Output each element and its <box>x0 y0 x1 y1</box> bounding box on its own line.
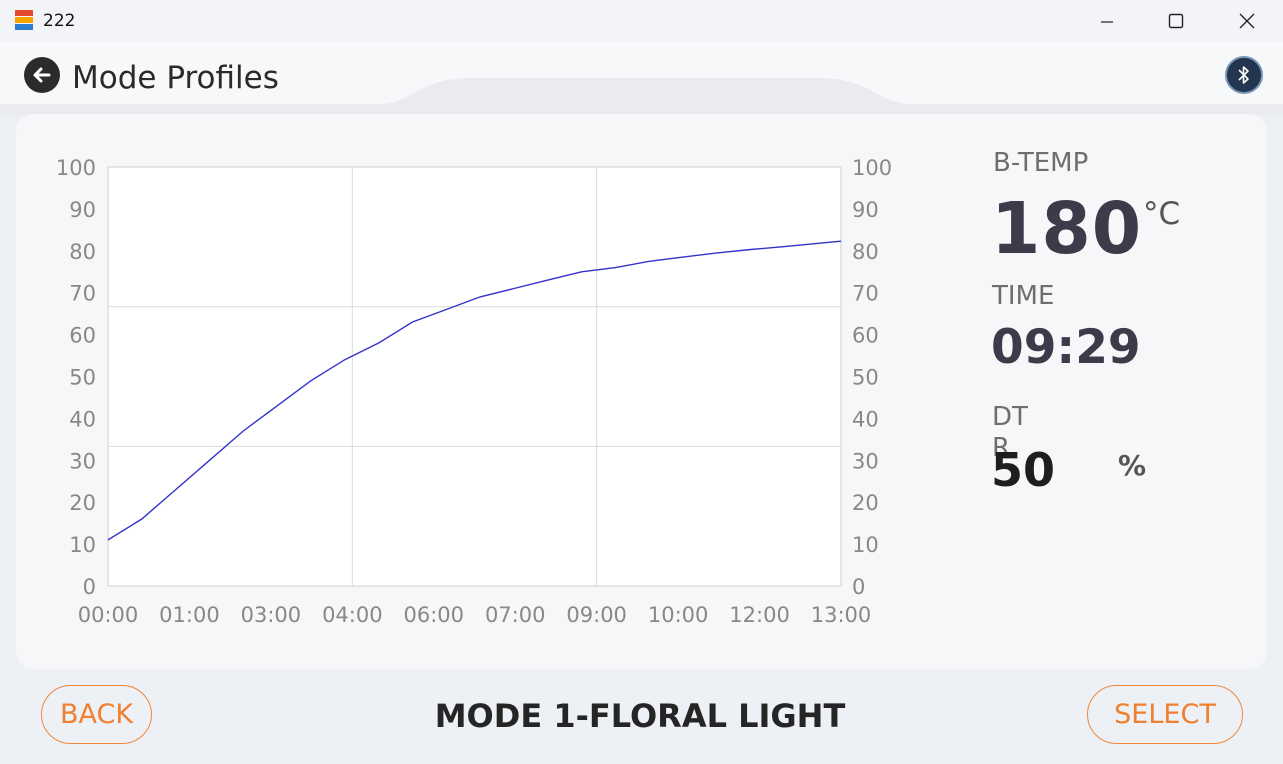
y-tick-label-left: 60 <box>69 324 96 348</box>
y-tick-label-left: 40 <box>69 407 96 431</box>
y-tick-label-right: 60 <box>852 324 879 348</box>
time-label: TIME <box>992 281 1055 311</box>
app-logo-icon <box>15 10 33 30</box>
y-tick-label-left: 10 <box>69 533 96 557</box>
x-tick-label: 06:00 <box>404 603 465 627</box>
btemp-value: 180 <box>991 187 1143 270</box>
dtr-label-wrap: R <box>992 433 1011 463</box>
select-button[interactable]: SELECT <box>1087 685 1243 744</box>
x-tick-label: 09:00 <box>566 603 627 627</box>
y-tick-label-left: 0 <box>83 575 96 599</box>
maximize-icon <box>1168 13 1184 29</box>
bluetooth-icon <box>1238 66 1249 84</box>
y-tick-label-right: 80 <box>852 240 879 264</box>
series-line <box>107 240 842 541</box>
x-tick-label: 10:00 <box>648 603 709 627</box>
y-tick-label-right: 40 <box>852 407 879 431</box>
y-tick-label-right: 0 <box>852 575 865 599</box>
bluetooth-button[interactable] <box>1225 56 1263 94</box>
window-titlebar: 222 <box>0 0 1283 42</box>
close-window-button[interactable] <box>1212 0 1282 42</box>
y-tick-label-left: 50 <box>69 366 96 390</box>
minimize-button[interactable] <box>1072 0 1142 42</box>
y-tick-label-left: 20 <box>69 491 96 515</box>
header-wave-divider <box>0 75 1283 115</box>
y-tick-label-right: 20 <box>852 491 879 515</box>
time-value: 09:29 <box>991 320 1141 375</box>
temperature-profile-chart: 0 10 20 30 40 50 60 70 80 90 100 0 10 20 30 40 50 60 70 80… <box>56 156 892 627</box>
y-tick-label-left: 70 <box>69 282 96 306</box>
btemp-label: B-TEMP <box>993 148 1089 178</box>
x-tick-label: 00:00 <box>78 603 139 627</box>
y-tick-label-right: 100 <box>852 156 892 180</box>
btemp-unit: °C <box>1143 196 1181 232</box>
y-tick-label-right: 10 <box>852 533 879 557</box>
x-tick-label: 01:00 <box>159 603 220 627</box>
y-tick-label-right: 70 <box>852 282 879 306</box>
y-tick-label-right: 50 <box>852 366 879 390</box>
y-tick-label-left: 100 <box>56 156 96 180</box>
x-tick-label: 03:00 <box>241 603 302 627</box>
x-tick-label: 13:00 <box>811 603 872 627</box>
dtr-label: DT <box>992 402 1028 432</box>
page-title: Mode Profiles <box>72 60 279 96</box>
x-tick-label: 12:00 <box>729 603 790 627</box>
back-arrow-button[interactable] <box>24 57 60 93</box>
x-tick-label: 04:00 <box>322 603 383 627</box>
x-tick-label: 07:00 <box>485 603 546 627</box>
close-icon <box>1239 13 1255 29</box>
window-title: 222 <box>43 11 76 31</box>
y-tick-label-left: 80 <box>69 240 96 264</box>
dtr-value: 50 <box>991 443 1056 497</box>
minimize-icon <box>1101 21 1113 23</box>
maximize-button[interactable] <box>1141 0 1211 42</box>
y-tick-label-left: 90 <box>69 198 96 222</box>
dtr-unit: % <box>1118 449 1147 482</box>
y-tick-label-right: 30 <box>852 449 879 473</box>
mode-name: MODE 1-FLORAL LIGHT <box>434 697 846 735</box>
back-button[interactable]: BACK <box>41 685 152 744</box>
y-tick-label-right: 90 <box>852 198 879 222</box>
arrow-left-icon <box>33 67 51 83</box>
y-tick-label-left: 30 <box>69 449 96 473</box>
plot-area <box>107 166 842 587</box>
